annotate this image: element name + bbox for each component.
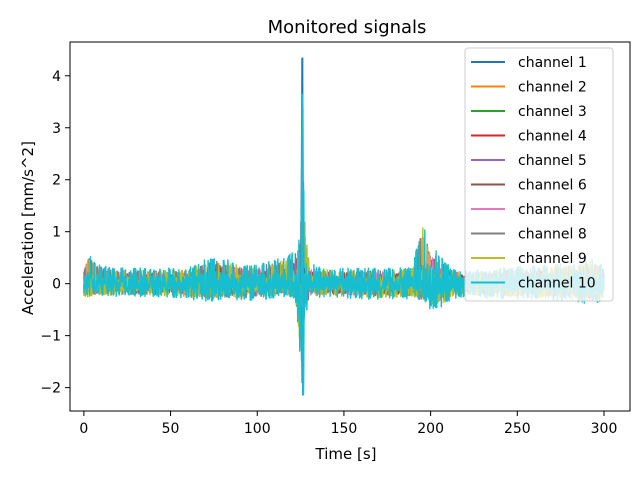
x-axis-label: Time [s] (315, 445, 377, 463)
x-tick-label: 50 (162, 421, 180, 437)
y-axis-label: Acceleration [mm/s^2] (19, 141, 37, 315)
legend-entry: channel 10 (518, 276, 596, 292)
legend-entry: channel 2 (518, 80, 587, 96)
x-tick-label: 200 (417, 421, 444, 437)
legend: channel 1 channel 2 channel 3 channel 4 chan… (464, 47, 614, 302)
spike-line-top (300, 93, 306, 396)
x-axis: 0 50 100 150 200 250 300 (79, 411, 617, 437)
x-tick-label: 100 (244, 421, 271, 437)
legend-entry: channel 1 (518, 55, 587, 71)
legend-entry: channel 7 (518, 202, 587, 218)
y-tick-label: 2 (52, 173, 61, 189)
y-axis: −2 −1 0 1 2 3 4 (40, 69, 70, 397)
chart-title: Monitored signals (268, 17, 427, 38)
x-tick-label: 150 (331, 421, 358, 437)
x-tick-label: 300 (591, 421, 618, 437)
legend-entry: channel 5 (518, 153, 587, 169)
y-tick-label: −1 (40, 329, 61, 345)
legend-entry: channel 4 (518, 129, 587, 145)
x-tick-label: 250 (504, 421, 531, 437)
x-tick-label: 0 (79, 421, 88, 437)
legend-entry: channel 9 (518, 251, 587, 267)
y-tick-label: 1 (52, 225, 61, 241)
y-tick-label: 4 (52, 69, 61, 85)
legend-entry: channel 6 (518, 178, 587, 194)
y-tick-label: 0 (52, 277, 61, 293)
y-tick-label: 3 (52, 121, 61, 137)
plot-frame (69, 41, 631, 412)
y-tick-label: −2 (40, 381, 61, 397)
legend-entry: channel 3 (518, 104, 587, 120)
legend-entry: channel 8 (518, 227, 587, 243)
